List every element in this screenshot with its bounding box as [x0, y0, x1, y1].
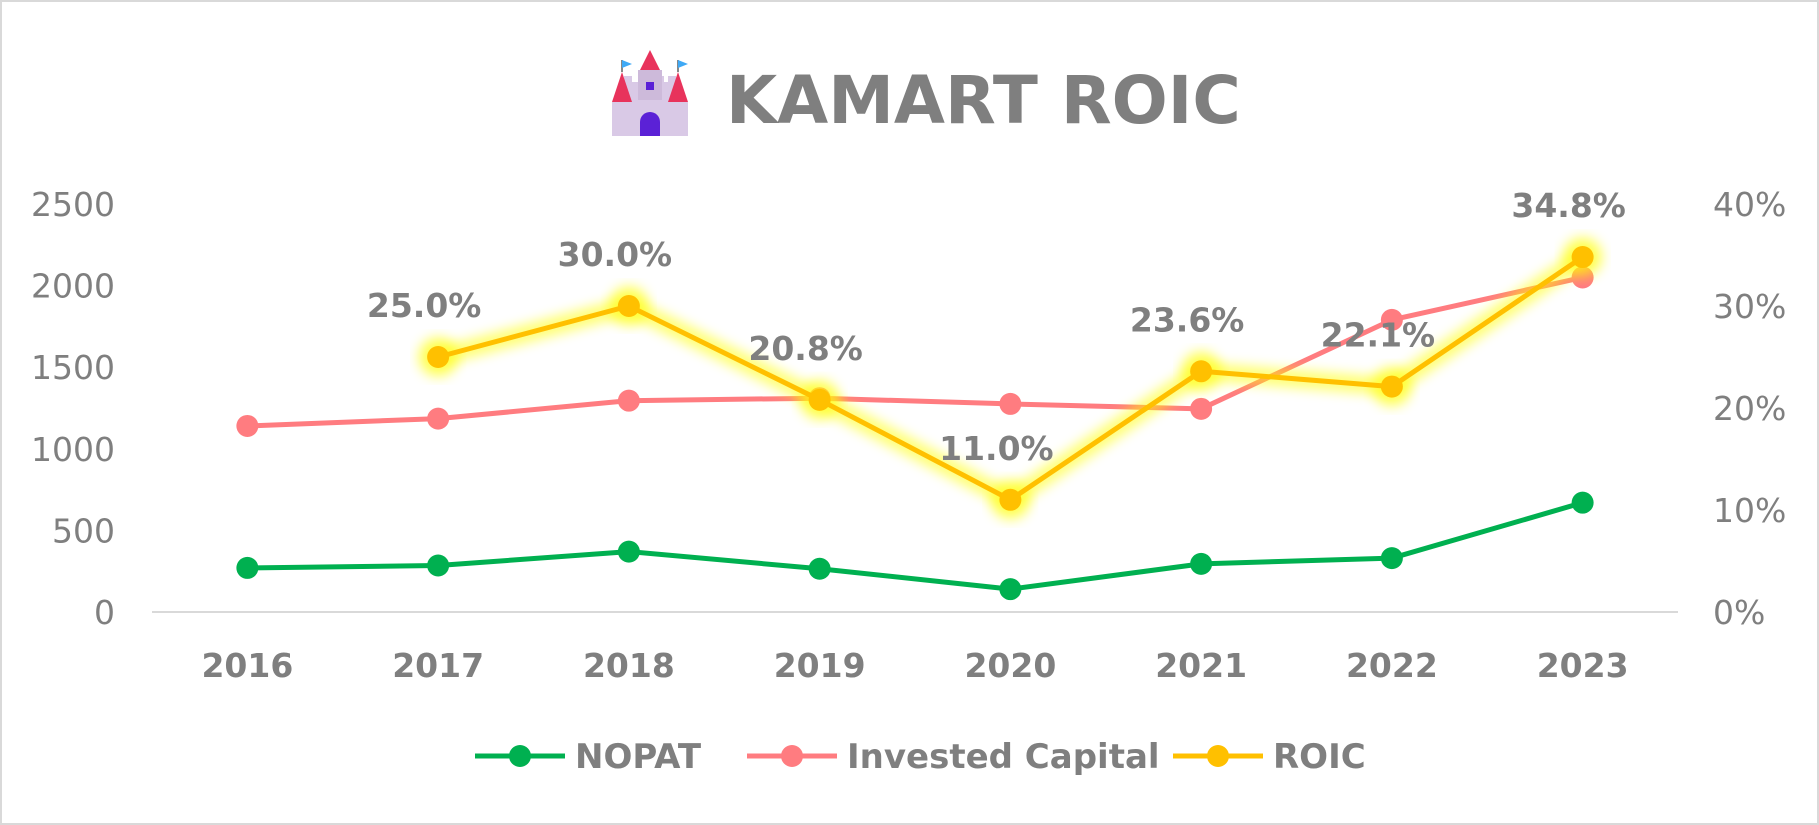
invested-capital-data-point: [999, 392, 1022, 415]
nopat-data-point: [1571, 491, 1594, 514]
y-left-tick-label: 0: [94, 593, 115, 632]
invested-capital-series-line: [247, 274, 1584, 429]
nopat-data-point: [808, 557, 831, 580]
y-right-tick-label: 0%: [1713, 593, 1765, 632]
x-tick-label: 2022: [1346, 646, 1438, 685]
roic-data-label: 20.8%: [748, 329, 863, 368]
roic-data-point: [617, 295, 640, 317]
roic-data-point: [808, 388, 831, 411]
invested-capital-data-point: [617, 389, 640, 412]
castle-icon: [612, 50, 688, 136]
invested-capital-data-point: [1190, 397, 1213, 420]
legend-marker: [1207, 745, 1229, 767]
y-left-tick-label: 2000: [31, 267, 115, 306]
legend-marker: [509, 745, 531, 767]
nopat-data-point: [999, 578, 1022, 601]
y-right-tick-label: 20%: [1713, 389, 1786, 428]
legend-label: NOPAT: [575, 737, 702, 777]
x-tick-label: 2021: [1155, 646, 1247, 685]
roic-data-label: 25.0%: [367, 286, 482, 325]
y-left-tick-label: 500: [52, 511, 115, 550]
roic-data-label: 22.1%: [1321, 316, 1436, 355]
nopat-data-point: [617, 540, 640, 563]
nopat-data-point: [1190, 552, 1213, 575]
y-left-tick-label: 1000: [31, 430, 115, 469]
x-tick-label: 2023: [1537, 646, 1629, 685]
legend-label: Invested Capital: [847, 737, 1160, 777]
nopat-data-point: [427, 554, 450, 577]
roic-data-label: 11.0%: [939, 429, 1054, 468]
x-tick-label: 2018: [583, 646, 675, 685]
chart-title: KAMART ROIC: [726, 62, 1241, 139]
y-right-tick-label: 10%: [1713, 491, 1786, 530]
legend-item-nopat: NOPAT: [475, 737, 702, 777]
roic-data-point: [1571, 246, 1594, 269]
invested-capital-data-point: [236, 414, 259, 437]
invested-capital-data-point: [427, 407, 450, 430]
legend-marker: [781, 745, 803, 767]
nopat-data-point: [236, 556, 259, 579]
roic-data-label: 34.8%: [1511, 186, 1626, 225]
roic-data-point: [427, 346, 450, 368]
x-tick-label: 2020: [964, 646, 1056, 685]
y-left-tick-label: 2500: [31, 185, 115, 224]
roic-data-point: [1380, 375, 1403, 398]
legend-label: ROIC: [1273, 737, 1366, 777]
legend-item-invested-capital: Invested Capital: [747, 737, 1160, 777]
x-tick-label: 2019: [774, 646, 866, 685]
nopat-data-point: [1380, 547, 1403, 570]
y-right-tick-label: 40%: [1713, 185, 1786, 224]
roic-data-label: 23.6%: [1130, 300, 1245, 339]
invested-capital-data-point: [1380, 308, 1403, 331]
nopat-series-line: [247, 500, 1584, 592]
x-tick-label: 2017: [392, 646, 484, 685]
x-tick-label: 2016: [201, 646, 293, 685]
y-right-tick-label: 30%: [1713, 287, 1786, 326]
legend-item-roic: ROIC: [1173, 737, 1366, 777]
y-left-tick-label: 1500: [31, 348, 115, 387]
roic-data-point: [1190, 360, 1213, 383]
roic-data-point: [999, 488, 1022, 511]
roic-data-label: 30.0%: [558, 235, 673, 274]
